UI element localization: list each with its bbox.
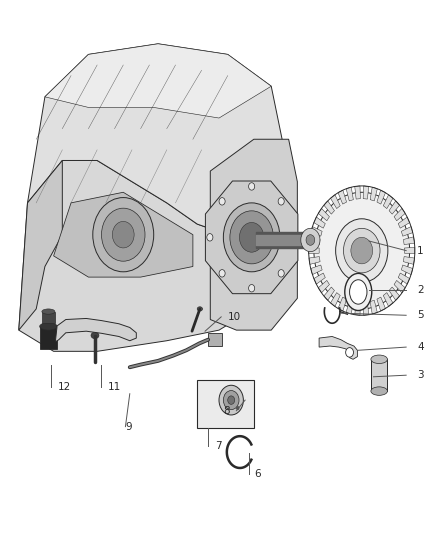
Polygon shape	[346, 300, 353, 314]
Polygon shape	[338, 190, 346, 204]
Polygon shape	[309, 237, 320, 245]
Bar	[371, 359, 388, 391]
Circle shape	[278, 198, 284, 205]
Polygon shape	[331, 195, 340, 208]
Polygon shape	[363, 186, 369, 199]
Bar	[197, 381, 254, 428]
Ellipse shape	[371, 355, 388, 364]
Circle shape	[249, 183, 254, 190]
Polygon shape	[389, 201, 399, 214]
Polygon shape	[331, 293, 340, 306]
Polygon shape	[383, 195, 393, 208]
Text: 1: 1	[417, 246, 424, 256]
Polygon shape	[53, 192, 193, 277]
Ellipse shape	[345, 273, 372, 311]
Polygon shape	[355, 302, 360, 315]
Bar	[208, 333, 222, 346]
Polygon shape	[370, 187, 377, 201]
Circle shape	[219, 385, 244, 415]
Polygon shape	[318, 208, 329, 221]
Text: 12: 12	[58, 382, 71, 392]
Circle shape	[278, 270, 284, 277]
Polygon shape	[311, 265, 322, 274]
Circle shape	[306, 235, 315, 245]
Polygon shape	[404, 247, 415, 254]
Polygon shape	[363, 302, 369, 315]
Polygon shape	[318, 280, 329, 293]
Polygon shape	[394, 208, 405, 221]
Circle shape	[223, 391, 239, 410]
Polygon shape	[370, 300, 377, 314]
Circle shape	[102, 208, 145, 261]
Polygon shape	[355, 186, 360, 199]
Text: 5: 5	[417, 310, 424, 320]
Circle shape	[93, 198, 154, 272]
Text: 2: 2	[417, 285, 424, 295]
Polygon shape	[45, 44, 271, 118]
Text: 9: 9	[125, 422, 132, 432]
Polygon shape	[314, 273, 325, 284]
Circle shape	[223, 203, 280, 272]
Circle shape	[240, 222, 264, 252]
Polygon shape	[324, 287, 335, 300]
Polygon shape	[403, 237, 414, 245]
Circle shape	[346, 348, 353, 357]
Polygon shape	[205, 181, 298, 294]
Ellipse shape	[40, 322, 57, 330]
Polygon shape	[398, 273, 410, 284]
Ellipse shape	[91, 332, 99, 338]
Text: 3: 3	[417, 370, 424, 380]
Polygon shape	[398, 217, 410, 228]
Text: 6: 6	[254, 470, 261, 479]
Polygon shape	[210, 139, 297, 330]
Circle shape	[336, 219, 388, 282]
Text: 11: 11	[108, 382, 121, 392]
Polygon shape	[309, 256, 320, 264]
Polygon shape	[403, 256, 414, 264]
Bar	[40, 326, 57, 349]
Circle shape	[290, 233, 297, 241]
Polygon shape	[324, 201, 335, 214]
Circle shape	[113, 221, 134, 248]
Text: 10: 10	[228, 312, 241, 322]
Text: 4: 4	[417, 342, 424, 352]
Polygon shape	[55, 318, 136, 342]
Circle shape	[228, 396, 235, 405]
Polygon shape	[383, 293, 393, 306]
Ellipse shape	[42, 309, 55, 314]
Text: 7: 7	[215, 441, 221, 451]
Polygon shape	[389, 287, 399, 300]
Circle shape	[219, 198, 225, 205]
Circle shape	[301, 228, 320, 252]
Polygon shape	[319, 336, 357, 359]
Polygon shape	[401, 227, 413, 236]
Polygon shape	[394, 280, 405, 293]
Text: 8: 8	[223, 406, 230, 416]
Polygon shape	[346, 187, 353, 201]
Polygon shape	[377, 297, 385, 311]
Ellipse shape	[350, 280, 367, 304]
Circle shape	[230, 211, 273, 264]
Polygon shape	[19, 160, 62, 330]
Bar	[42, 312, 55, 323]
Polygon shape	[309, 247, 319, 254]
Polygon shape	[28, 44, 284, 245]
Polygon shape	[377, 190, 385, 204]
Circle shape	[314, 192, 410, 309]
Polygon shape	[19, 160, 254, 351]
Polygon shape	[311, 227, 322, 236]
Circle shape	[219, 270, 225, 277]
Circle shape	[207, 233, 213, 241]
Ellipse shape	[197, 307, 202, 311]
Polygon shape	[401, 265, 413, 274]
Circle shape	[343, 228, 380, 273]
Ellipse shape	[371, 387, 388, 395]
Polygon shape	[314, 217, 325, 228]
Polygon shape	[338, 297, 346, 311]
Circle shape	[249, 285, 254, 292]
Circle shape	[236, 406, 240, 410]
Circle shape	[351, 237, 373, 264]
